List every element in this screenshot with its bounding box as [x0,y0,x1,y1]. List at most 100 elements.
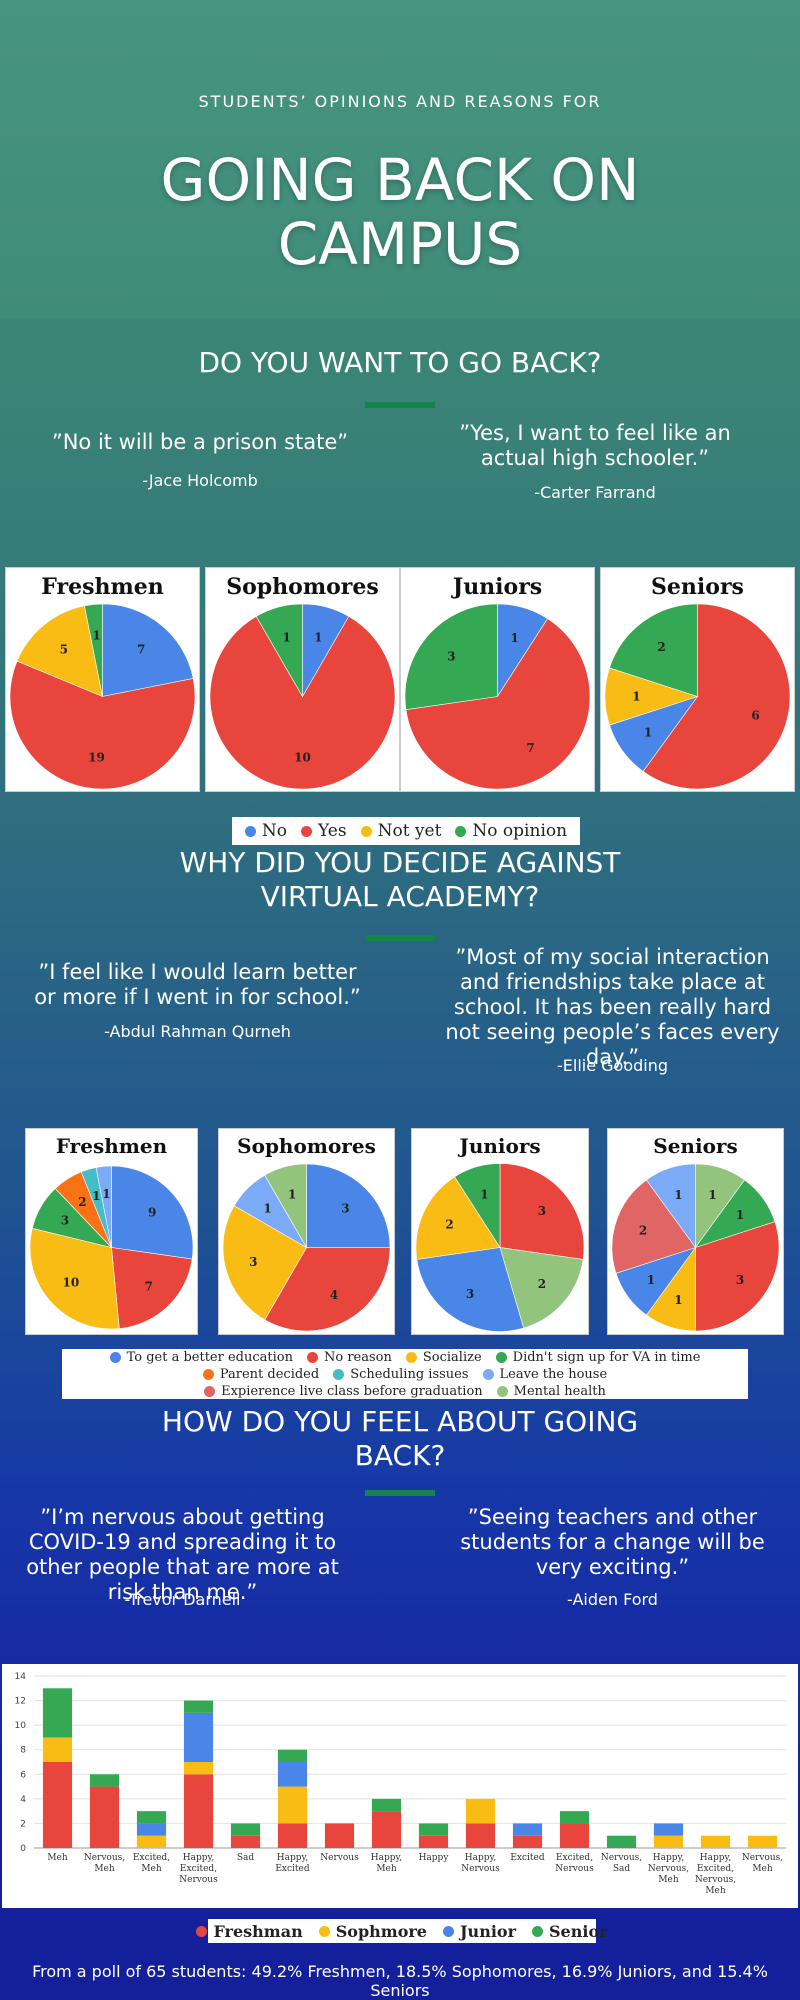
x-tick-label: Happy [419,1853,450,1863]
legend-item-parent-decided: Parent decided [202,1367,319,1382]
pie-chart-seniors-want: Seniors 6 1 1 2 [604,574,791,790]
legend-item-leave-the-house: Leave the house [482,1367,607,1382]
pie-slice-label: 3 [466,1287,474,1301]
pie-slice-label: 3 [61,1214,69,1228]
pie-slice-label: 1 [647,1273,655,1287]
pie-slice-label: 6 [751,708,759,722]
pie-title: Sophomores [237,1134,376,1158]
pie-slice-mental-health [499,1247,584,1329]
pie-panel-seniors-va: Seniors 1 1 3 1 1 2 1 [607,1128,784,1335]
legend-item-no-reason: No reason [306,1349,392,1365]
pie-slice-label: 1 [674,1188,682,1202]
pie-title: Sophomores [226,574,379,600]
bar-segment-sophmore [183,1762,214,1775]
bar-segment-freshman [559,1823,590,1848]
y-tick-label: 6 [20,1770,26,1780]
page-title: GOING BACK ON CAMPUS [0,148,800,276]
bar-segment-senior [230,1823,261,1836]
pie-panel-freshmen-va: Freshmen 9 7 10 3 2 1 1 [25,1128,198,1335]
pie-slice-label: 1 [708,1188,716,1202]
x-tick-label: Meh [47,1853,68,1863]
quote-text: ”No it will be a prison state” [51,430,349,454]
legend-label: Scheduling issues [350,1366,469,1382]
legend-item-socialize: Socialize [405,1350,482,1365]
section-title-line: BACK? [354,1439,446,1472]
pie-slice-label: 2 [639,1223,647,1237]
legend-swatch [455,825,467,837]
legend-item-yes: Yes [301,821,347,841]
quote-text: ”Most of my social interaction and frien… [445,945,780,1069]
pie-slice-label: 3 [538,1204,546,1218]
poll-footnote: From a poll of 65 students: 49.2% Freshm… [32,1962,768,2000]
bar-segment-senior [606,1835,637,1848]
legend-swatch [202,1368,214,1380]
x-tick-label: Excited, Meh [133,1853,170,1874]
pie-slice-label: 1 [644,725,652,739]
pie-slice-socialize [29,1227,120,1330]
legend-item-sophmore: Sophmore [318,1921,427,1941]
pie-panel-juniors-want: Juniors 1 7 3 [400,567,595,792]
pie-title: Juniors [451,574,542,600]
bar-segment-senior [277,1749,308,1762]
pie-chart-juniors-va: Juniors 3 2 3 2 1 [415,1134,585,1332]
legend-item-to-get-a-better-education: To get a better education [109,1350,293,1365]
legend-label: No reason [323,1349,392,1365]
pie-panel-juniors-va: Juniors 3 2 3 2 1 [411,1128,589,1335]
legend-label: No opinion [472,821,568,841]
quote-author: -Carter Farrand [534,483,656,502]
legend-swatch [360,825,372,837]
x-tick-label: Happy, Excited [275,1853,310,1874]
page-title-line-1: GOING BACK ON [160,146,640,214]
pie-title: Freshmen [41,574,163,600]
legend-swatch [333,1368,345,1380]
legend-label: Expierence live class before graduation [221,1383,483,1399]
page-title-line-2: CAMPUS [277,210,523,278]
y-tick-label: 0 [20,1844,26,1854]
bar-segment-senior [183,1700,214,1713]
pie-slice-to-get-a-better-education [111,1165,194,1260]
quote-text: ”Yes, I want to feel like an actual high… [459,421,731,470]
x-tick-label: Nervous [320,1853,359,1863]
bar-segment-junior [136,1823,167,1836]
legend-label: Junior [459,1921,516,1941]
section-divider [365,935,435,941]
section-divider [365,402,435,408]
bar-segment-freshman [418,1835,449,1848]
legend-swatch [204,1385,216,1397]
pie-slice-label: 1 [736,1208,744,1222]
pie-legend-va: To get a better education No reason Social… [62,1349,748,1399]
pie-slice-label: 19 [88,750,105,764]
y-tick-label: 4 [20,1795,26,1805]
bar-segment-senior [42,1688,73,1738]
legend-item-expierence-live-class-before-graduation: Expierence live class before graduation [204,1384,483,1399]
section-title-feel: HOW DO YOU FEEL ABOUT GOING BACK? [0,1405,800,1473]
pie-slice-expierence-live-class-before-graduation [611,1179,696,1274]
bar-legend: Freshman Sophmore Junior Senior [196,1919,608,1943]
legend-swatch [109,1351,121,1363]
legend-label: Sophmore [335,1921,427,1941]
pie-panel-sophomores-va: Sophomores 3 4 3 1 1 [218,1128,395,1335]
pie-slice-to-get-a-better-education [416,1247,525,1332]
pie-slice-leave-the-house [646,1163,696,1249]
pie-slice-label: 10 [62,1276,79,1290]
legend-swatch [306,1351,318,1363]
pie-slice-didn-t-sign-up-for-va-in-time [454,1163,501,1249]
section-title-want-back: DO YOU WANT TO GO BACK? [0,346,800,380]
pie-slice-label: 1 [92,1189,100,1203]
bar-segment-senior [418,1823,449,1836]
bar-segment-senior [559,1811,590,1824]
quote-text: ”I’m nervous about getting COVID-19 and … [26,1505,339,1604]
pie-slice-label: 1 [288,1187,296,1201]
legend-item-didn-t-sign-up-for-va-in-time: Didn't sign up for VA in time [495,1350,700,1365]
quote-author: -Ellie Gooding [556,1056,669,1075]
pie-slice-yes [9,660,196,790]
pie-slice-yes [642,603,791,790]
quote-text: ”I feel like I would learn better or mor… [34,960,361,1009]
legend-item-no: No [244,821,287,841]
bar-segment-junior [512,1823,543,1836]
bar-segment-senior [371,1798,402,1812]
y-tick-label: 14 [15,1672,27,1682]
pie-slice-no [102,603,194,697]
quote-text: ”Seeing teachers and other students for … [460,1505,765,1579]
